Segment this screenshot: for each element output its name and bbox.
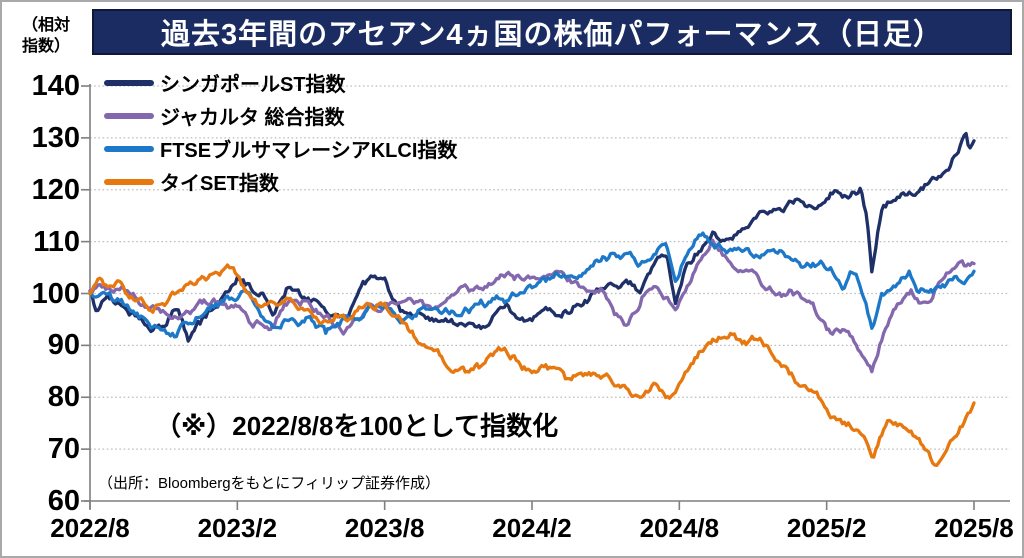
x-tick-label-2025/8: 2025/8 (934, 513, 1014, 543)
y-tick-label-70: 70 (47, 433, 80, 466)
legend: シンガポールST指数 ジャカルタ 総合指数 FTSEブルサマレーシアKLCI指数… (104, 66, 457, 198)
legend-label-jakarta-composite: ジャカルタ 総合指数 (160, 107, 345, 129)
y-tick-label-110: 110 (33, 225, 80, 258)
y-tick-label-120: 120 (31, 173, 80, 206)
legend-item-ftse-bursa-malaysia-klci: FTSEブルサマレーシアKLCI指数 (104, 132, 457, 165)
x-tick-label-2023/8: 2023/8 (344, 513, 425, 543)
legend-label-ftse-bursa-malaysia-klci: FTSEブルサマレーシアKLCI指数 (160, 140, 458, 162)
y-tick-label-80: 80 (47, 381, 80, 414)
x-tick-label-2023/2: 2023/2 (197, 513, 278, 543)
x-tick-label-2024/2: 2024/2 (492, 513, 572, 543)
y-axis-unit-label: （相対 指数） (12, 15, 80, 57)
legend-item-jakarta-composite: ジャカルタ 総合指数 (104, 99, 457, 132)
chart-title: 過去3年間のアセアン4ヵ国の株価パフォーマンス（日足） (161, 19, 943, 51)
y-tick-label-100: 100 (31, 277, 80, 310)
legend-item-singapore-st: シンガポールST指数 (104, 66, 457, 99)
chart-title-bar: 過去3年間のアセアン4ヵ国の株価パフォーマンス（日足） (92, 9, 1012, 55)
y-tick-label-90: 90 (47, 329, 80, 362)
legend-label-thai-set: タイSET指数 (160, 173, 279, 195)
x-tick-label-2024/8: 2024/8 (639, 513, 720, 543)
x-tick-label-2022/8: 2022/8 (50, 513, 130, 543)
legend-swatch-ftse-bursa-malaysia-klci (104, 145, 154, 152)
legend-swatch-jakarta-composite (104, 112, 154, 119)
legend-label-singapore-st: シンガポールST指数 (160, 74, 346, 96)
series-line-3 (88, 263, 976, 468)
index-base-annotation: （※）2022/8/8を100として指数化 (155, 411, 559, 441)
legend-swatch-singapore-st (104, 79, 154, 86)
y-tick-label-130: 130 (31, 121, 80, 154)
y-axis-unit-line1: （相対 (21, 17, 70, 34)
y-tick-label-60: 60 (47, 485, 80, 517)
series-line-2 (88, 231, 976, 339)
x-tick-label-2025/2: 2025/2 (786, 513, 867, 543)
y-axis-unit-line2: 指数） (21, 38, 70, 55)
y-tick-label-140: 140 (31, 70, 80, 102)
legend-swatch-thai-set (104, 178, 154, 185)
source-note: （出所：Bloombergをもとにフィリップ証券作成） (98, 475, 440, 492)
series-line-1 (88, 238, 976, 374)
legend-item-thai-set: タイSET指数 (104, 165, 457, 198)
